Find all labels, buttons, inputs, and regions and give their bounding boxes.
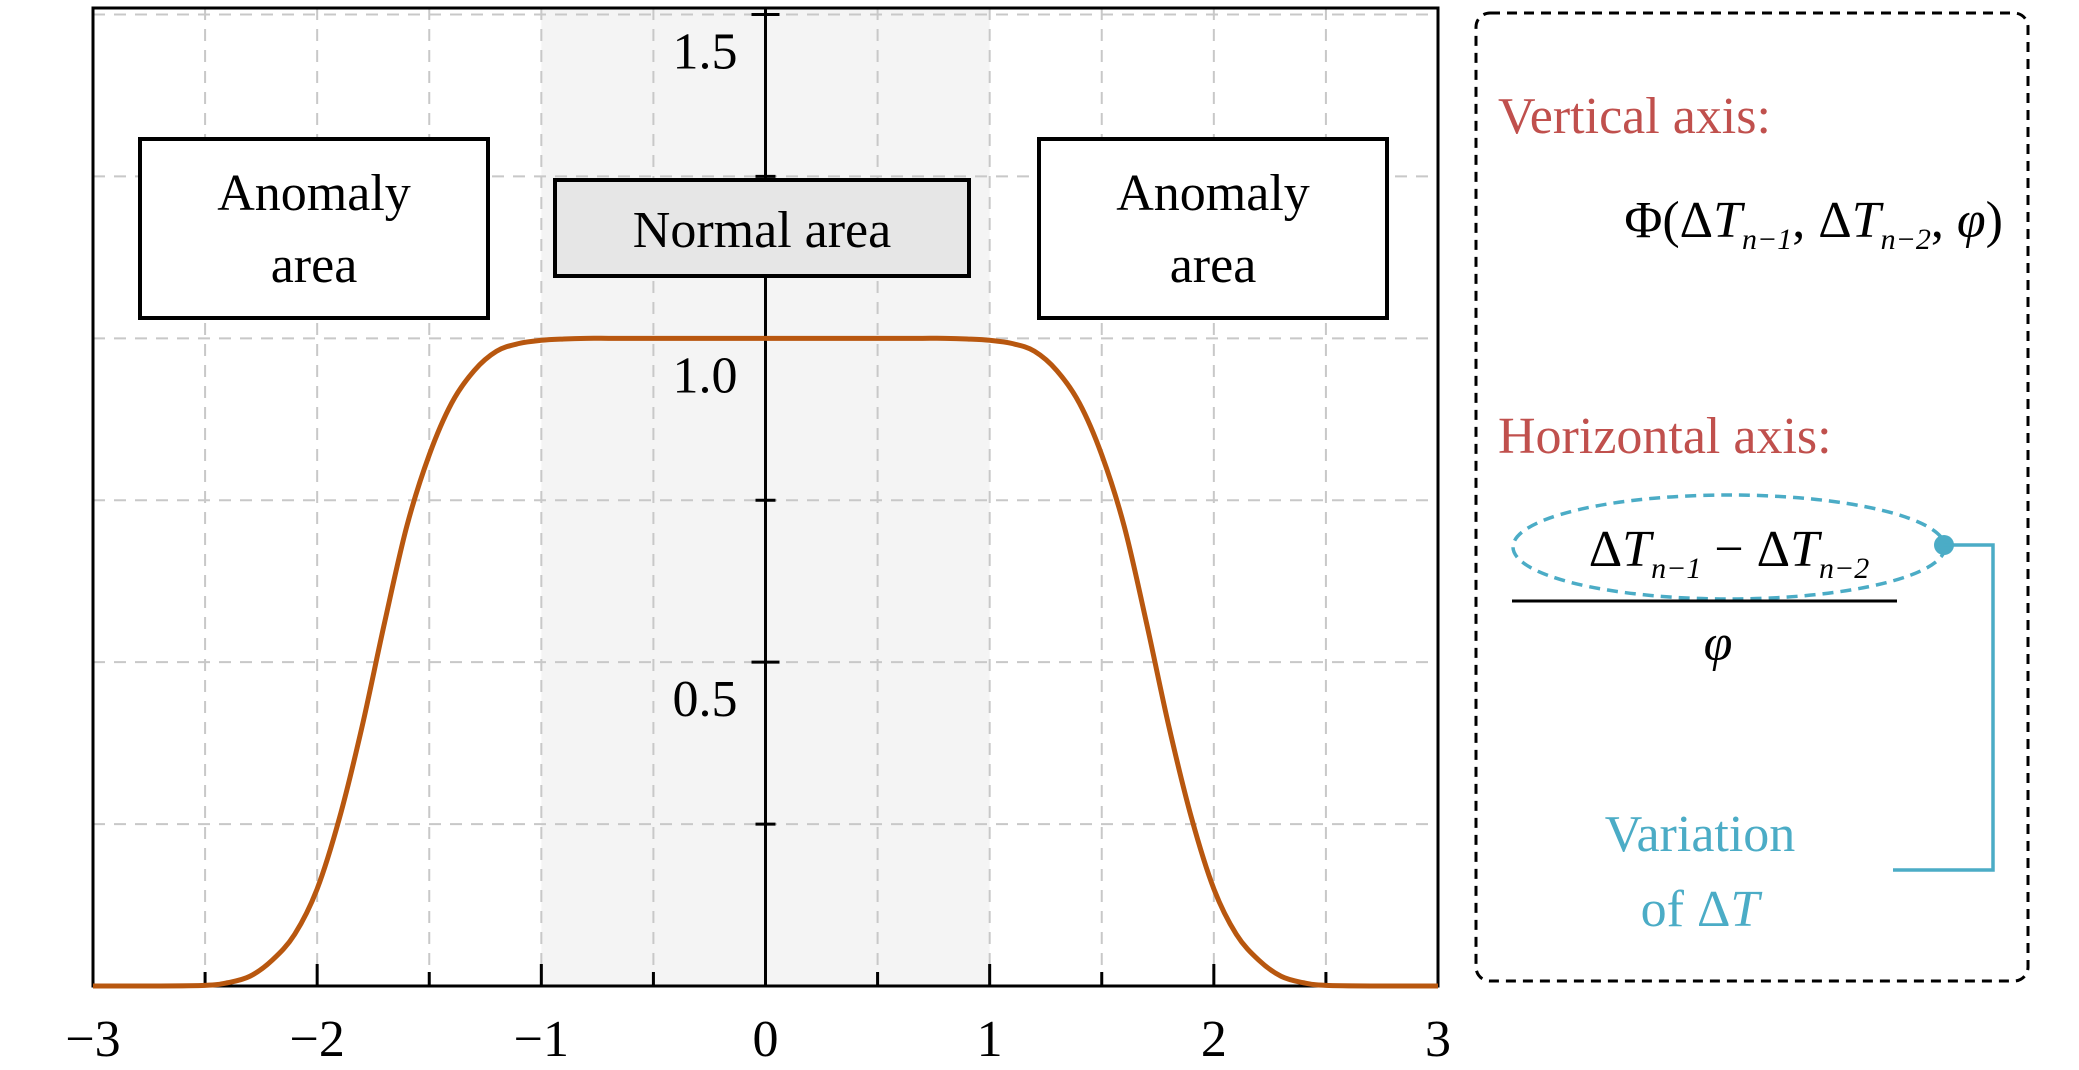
- left-box-line1: Anomaly: [217, 165, 411, 222]
- x-tick-label: 1: [977, 1011, 1003, 1068]
- variation-label-line2: of ΔT: [1641, 881, 1763, 938]
- vertical-axis-formula: Φ(ΔTn−1, ΔTn−2, φ): [1624, 192, 2003, 256]
- right-anomaly-box: Anomaly area: [1037, 137, 1389, 320]
- fraction-denominator: φ: [1704, 615, 1733, 672]
- connector-line: [1893, 543, 1995, 872]
- x-tick-label: −2: [290, 1011, 345, 1068]
- right-box-line2: area: [1170, 237, 1257, 294]
- x-tick-label: −1: [514, 1011, 569, 1068]
- y-tick-label: 0.5: [673, 671, 738, 728]
- phi-symbol: Φ(: [1624, 192, 1679, 249]
- x-tick-labels: −3 −2 −1 0 1 2 3: [65, 1011, 1451, 1068]
- x-tick-label: 3: [1425, 1011, 1451, 1068]
- y-tick-label: 1.0: [673, 347, 738, 404]
- x-tick-label: −3: [65, 1011, 120, 1068]
- y-tick-label: 1.5: [673, 23, 738, 80]
- right-box-line1: Anomaly: [1116, 165, 1310, 222]
- left-anomaly-box: Anomaly area: [138, 137, 490, 320]
- left-box-line2: area: [271, 237, 358, 294]
- vertical-axis-title: Vertical axis:: [1498, 88, 1771, 145]
- x-tick-label: 2: [1201, 1011, 1227, 1068]
- y-tick-labels: 0.5 1.0 1.5: [673, 23, 738, 728]
- center-box-label: Normal area: [633, 202, 891, 259]
- x-tick-label: 0: [753, 1011, 779, 1068]
- series-curve: [92, 335, 1439, 989]
- variation-label-line1: Variation: [1605, 806, 1796, 863]
- center-normal-box: Normal area: [553, 178, 971, 278]
- horizontal-axis-title: Horizontal axis:: [1498, 408, 1832, 465]
- fraction-numerator: ΔTn−1 − ΔTn−2: [1589, 521, 1870, 585]
- legend-panel-frame: [1474, 11, 2030, 983]
